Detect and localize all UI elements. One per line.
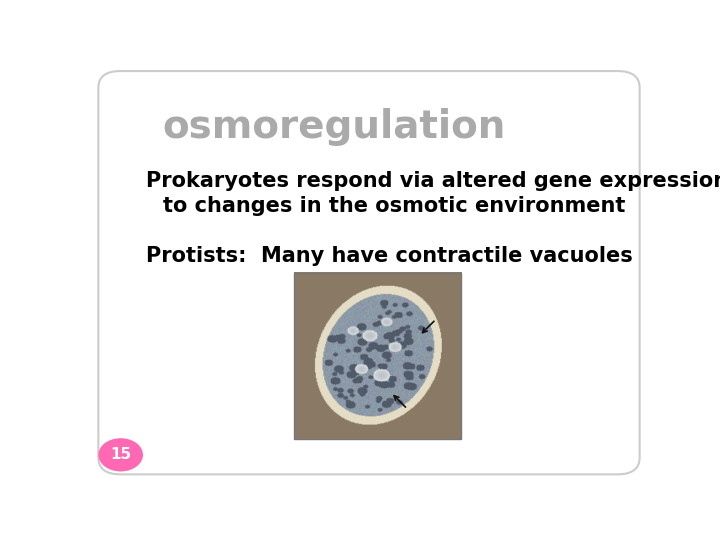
- Circle shape: [99, 438, 143, 471]
- Text: Protists:  Many have contractile vacuoles: Protists: Many have contractile vacuoles: [145, 246, 633, 266]
- Text: 15: 15: [110, 447, 131, 462]
- Text: Prokaryotes respond via altered gene expression: Prokaryotes respond via altered gene exp…: [145, 171, 720, 191]
- FancyBboxPatch shape: [99, 71, 639, 474]
- Text: osmoregulation: osmoregulation: [163, 109, 506, 146]
- Text: to changes in the osmotic environment: to changes in the osmotic environment: [163, 196, 625, 216]
